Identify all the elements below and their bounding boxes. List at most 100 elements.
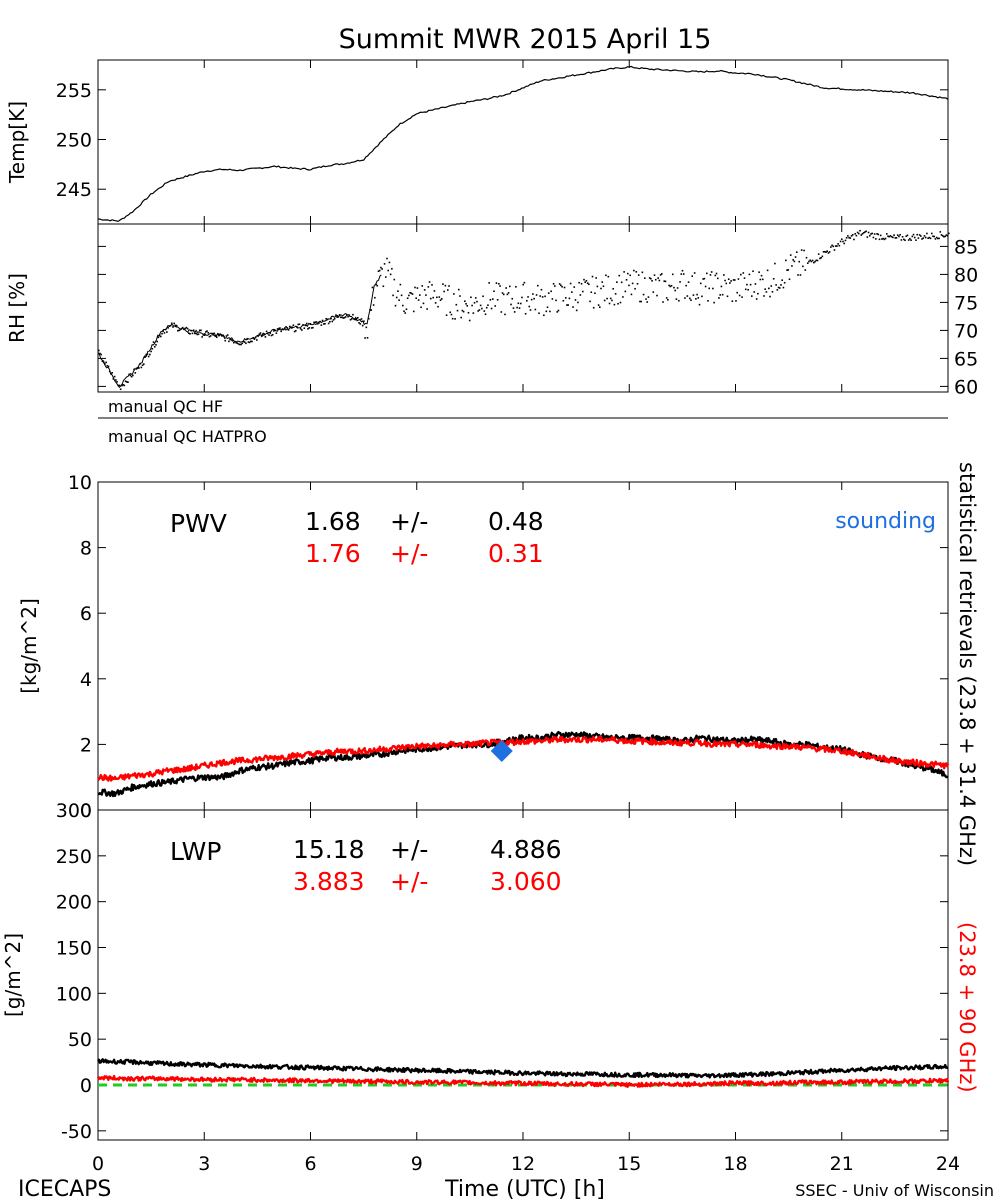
- rh-point: [393, 278, 396, 281]
- rh-point: [383, 263, 386, 265]
- rh-point: [601, 281, 604, 283]
- rh-point: [868, 234, 871, 237]
- rh-point: [184, 327, 186, 330]
- rh-point: [428, 281, 431, 283]
- rh-point: [676, 287, 679, 289]
- rh-point: [929, 237, 932, 240]
- rh-point: [595, 277, 597, 279]
- rh-point: [201, 336, 203, 338]
- rh-point: [806, 262, 809, 265]
- rh-point: [333, 317, 336, 320]
- rh-point: [101, 360, 104, 362]
- rh-point: [671, 273, 674, 276]
- rh-point: [397, 290, 399, 292]
- rh-point: [510, 303, 512, 306]
- rh-point: [642, 293, 645, 296]
- rh-point: [575, 309, 578, 312]
- rh-point: [243, 341, 246, 343]
- rh-point: [167, 327, 169, 329]
- rh-point: [439, 299, 442, 301]
- rh-point: [174, 324, 177, 327]
- rh-point: [207, 331, 210, 334]
- rh-point: [484, 313, 487, 316]
- rh-point: [628, 284, 630, 287]
- rh-point: [346, 314, 348, 316]
- rh-point: [163, 332, 166, 334]
- rh-point: [394, 304, 397, 307]
- rh-point: [177, 329, 179, 332]
- rh-point: [569, 282, 572, 285]
- rh-point: [299, 328, 302, 330]
- rh-point: [648, 277, 651, 279]
- rh-point: [890, 235, 893, 238]
- rh-point: [344, 316, 347, 318]
- rh-point: [382, 285, 385, 288]
- rh-point: [913, 236, 916, 239]
- rh-point: [809, 259, 811, 262]
- rh-point: [622, 296, 624, 298]
- rh-point: [904, 239, 906, 242]
- rh-point: [196, 333, 199, 336]
- rh-point: [285, 326, 287, 328]
- rh-point: [451, 317, 454, 320]
- rh-point: [877, 233, 880, 236]
- rh-point: [419, 294, 421, 296]
- rh-point: [599, 306, 601, 308]
- rh-point: [499, 285, 501, 287]
- rh-point: [737, 278, 740, 280]
- rh-point: [937, 237, 939, 240]
- rh-point: [578, 281, 580, 284]
- rh-point: [681, 269, 684, 272]
- rh-point: [764, 288, 766, 290]
- rh-point: [443, 290, 445, 293]
- rh-point: [721, 293, 724, 296]
- rh-point: [400, 294, 403, 297]
- rh-point: [943, 235, 945, 238]
- rh-point: [597, 304, 600, 306]
- rh-point: [547, 292, 550, 294]
- rh-point: [619, 301, 622, 304]
- rh-point: [144, 356, 146, 359]
- rh-point: [404, 312, 407, 314]
- rh-point: [315, 321, 318, 323]
- rh-point: [194, 332, 196, 335]
- lwp-ytick-label: 300: [56, 800, 92, 822]
- x-axis-label: Time (UTC) [h]: [444, 1177, 605, 1200]
- rh-point: [783, 281, 786, 284]
- rh-point: [454, 318, 456, 320]
- rh-point: [403, 310, 405, 313]
- rh-point: [742, 272, 745, 274]
- rh-point: [916, 233, 918, 236]
- chart-title: Summit MWR 2015 April 15: [339, 24, 712, 55]
- rh-point: [490, 307, 493, 310]
- footer-right: SSEC - Univ of Wisconsin: [795, 1181, 994, 1200]
- rh-point: [240, 343, 242, 346]
- rh-point: [923, 235, 926, 237]
- rh-point: [349, 318, 352, 321]
- rh-point: [529, 309, 532, 311]
- rh-point: [792, 259, 794, 261]
- rh-point: [388, 261, 391, 264]
- rh-point: [887, 235, 889, 238]
- rh-point: [256, 339, 258, 341]
- rh-point: [858, 232, 860, 235]
- rh-point: [831, 244, 833, 247]
- rh-point: [625, 279, 628, 281]
- rh-point: [178, 329, 180, 332]
- x-tick-label: 9: [411, 1153, 423, 1175]
- rh-point: [406, 297, 409, 300]
- rh-point: [307, 328, 309, 330]
- rh-point: [769, 295, 771, 298]
- rh-point: [839, 240, 842, 243]
- rh-point: [941, 234, 944, 237]
- pwv-ytick-label: 8: [80, 538, 92, 560]
- right-annotation-black: statistical retrievals (23.8 + 31.4 GHz): [955, 462, 979, 866]
- rh-point: [420, 306, 422, 309]
- rh-point: [203, 334, 206, 336]
- rh-point: [640, 300, 642, 303]
- rh-point: [535, 294, 538, 296]
- rh-point: [774, 262, 776, 265]
- rh-point: [544, 295, 546, 298]
- rh-point: [532, 293, 534, 295]
